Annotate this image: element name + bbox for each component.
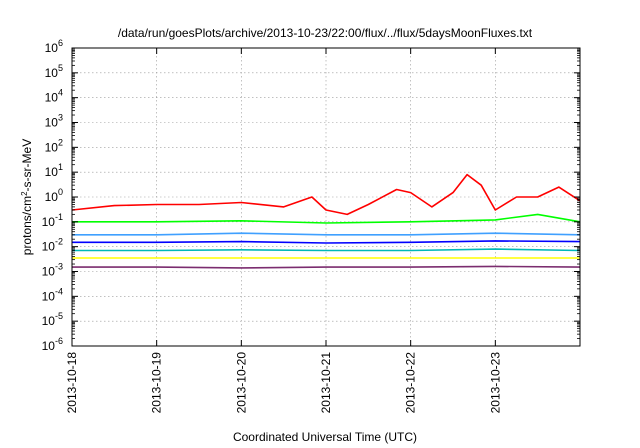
x-tick-label: 2013-10-21 <box>319 352 333 414</box>
y-tick-label: 103 <box>45 113 63 130</box>
y-tick-exponent: -2 <box>55 237 63 247</box>
series-line-5 <box>72 248 581 252</box>
y-tick-base: 10 <box>42 265 56 279</box>
y-axis-label: protons/cm2-s-sr-MeV <box>20 139 35 255</box>
y-tick-base: 10 <box>45 116 59 130</box>
series-line-4 <box>72 240 581 244</box>
y-tick-label: 106 <box>45 38 63 55</box>
y-tick-label: 102 <box>45 137 63 154</box>
y-tick-exponent: -6 <box>55 336 63 346</box>
y-tick-label: 10-6 <box>42 336 63 353</box>
series-line-7 <box>72 265 581 269</box>
y-tick-exponent: 2 <box>58 137 63 147</box>
series-line-1 <box>71 173 581 216</box>
y-tick-label: 10-5 <box>42 311 63 328</box>
y-tick-base: 10 <box>45 66 59 80</box>
x-tick-label: 2013-10-23 <box>488 352 502 414</box>
y-tick-base: 10 <box>45 41 59 55</box>
y-tick-base: 10 <box>42 240 56 254</box>
x-tick-label: 2013-10-22 <box>404 352 418 414</box>
y-tick-label: 104 <box>45 88 63 105</box>
y-tick-exponent: -5 <box>55 311 63 321</box>
y-tick-base: 10 <box>42 339 56 353</box>
y-tick-base: 10 <box>45 190 59 204</box>
series-line-3 <box>72 232 581 236</box>
y-tick-exponent: 4 <box>58 88 63 98</box>
y-tick-exponent: 6 <box>58 38 63 48</box>
y-tick-label: 101 <box>45 162 63 179</box>
plot-frame <box>71 47 581 347</box>
y-axis-label-sup: 2 <box>20 191 29 196</box>
y-tick-exponent: -1 <box>55 212 63 222</box>
x-tick-label: 2013-10-18 <box>65 352 79 414</box>
y-tick-labels: 10-610-510-410-310-210-11001011021031041… <box>42 38 63 353</box>
y-axis-label-rest: -s-sr-MeV <box>20 139 34 192</box>
y-tick-label: 10-4 <box>42 286 63 303</box>
y-tick-exponent: 3 <box>58 113 63 123</box>
series-line-2 <box>72 213 581 224</box>
series-layer <box>71 173 581 269</box>
y-tick-base: 10 <box>45 91 59 105</box>
y-tick-base: 10 <box>42 289 56 303</box>
y-tick-label: 100 <box>45 187 63 204</box>
y-tick-label: 10-1 <box>42 212 63 229</box>
y-tick-base: 10 <box>42 314 56 328</box>
y-tick-label: 10-3 <box>42 262 63 279</box>
grid <box>72 48 580 346</box>
y-tick-exponent: -3 <box>55 262 63 272</box>
y-tick-exponent: 5 <box>58 63 63 73</box>
x-tick-label: 2013-10-19 <box>150 352 164 414</box>
y-tick-exponent: -4 <box>55 286 63 296</box>
y-axis-label-main: protons/cm <box>20 196 34 255</box>
x-tick-label: 2013-10-20 <box>234 352 248 414</box>
chart-title: /data/run/goesPlots/archive/2013-10-23/2… <box>118 26 533 40</box>
y-tick-exponent: 1 <box>58 162 63 172</box>
y-tick-base: 10 <box>42 215 56 229</box>
y-tick-exponent: 0 <box>58 187 63 197</box>
y-tick-base: 10 <box>45 165 59 179</box>
x-axis-label: Coordinated Universal Time (UTC) <box>233 430 417 444</box>
x-tick-labels: 2013-10-18 2013-10-19 2013-10-20 2013-10-21… <box>65 352 502 414</box>
y-tick-label: 105 <box>45 63 63 80</box>
y-tick-base: 10 <box>45 140 59 154</box>
y-tick-label: 10-2 <box>42 237 63 254</box>
